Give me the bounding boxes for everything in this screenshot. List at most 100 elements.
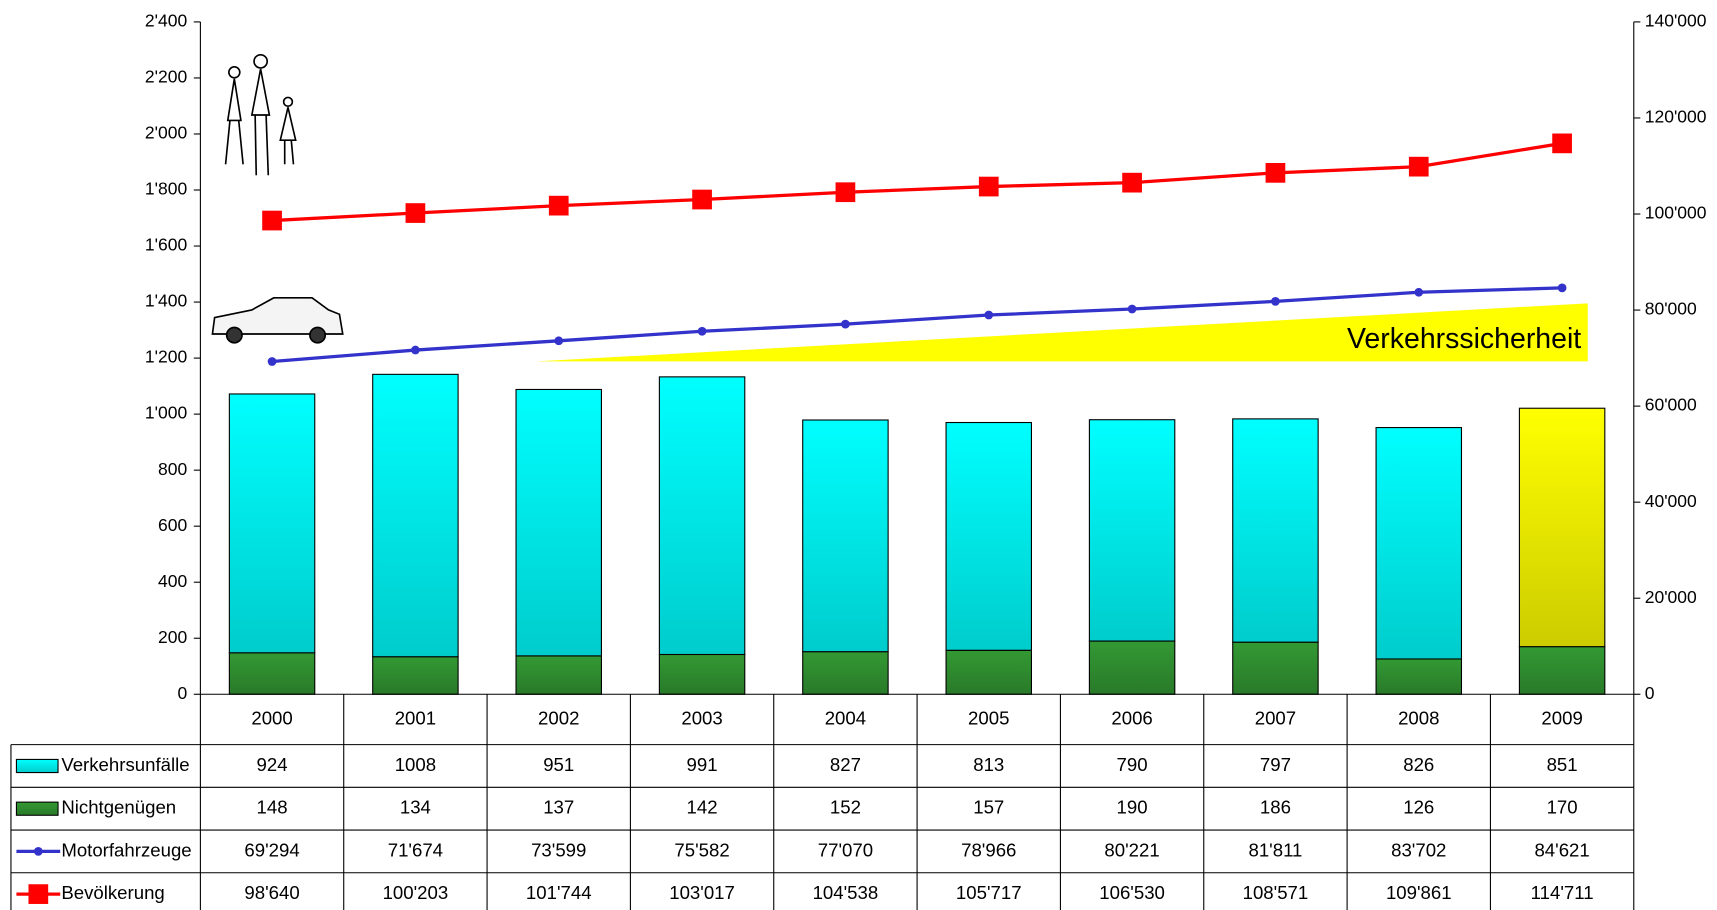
marker: [836, 182, 856, 202]
marker: [549, 196, 569, 216]
x-tick-label: 2008: [1398, 707, 1439, 728]
y-tick-label: 400: [158, 571, 187, 591]
table-value: 77'070: [818, 839, 873, 860]
marker: [984, 311, 993, 320]
y-tick-label: 800: [158, 459, 187, 479]
bar: [946, 423, 1031, 651]
table-value: 157: [973, 797, 1004, 818]
bar: [1376, 659, 1461, 694]
bar: [803, 652, 888, 695]
bar: [1519, 647, 1604, 695]
table-value: 190: [1117, 797, 1148, 818]
marker: [406, 203, 426, 223]
table-value: 134: [400, 797, 431, 818]
x-tick-label: 2005: [968, 707, 1009, 728]
table-value: 152: [830, 797, 861, 818]
table-value: 991: [687, 754, 718, 775]
page: {"chart_data": {"type": "bar", "categori…: [0, 0, 1717, 910]
table-value: 109'861: [1386, 882, 1452, 903]
bar: [229, 394, 314, 653]
y2-tick-label: 100'000: [1645, 203, 1707, 223]
table-value: 1008: [395, 754, 436, 775]
table-value: 104'538: [813, 882, 879, 903]
bar: [659, 654, 744, 694]
table-value: 100'203: [383, 882, 449, 903]
x-tick-label: 2009: [1541, 707, 1582, 728]
bar: [1519, 408, 1604, 646]
table-value: 75'582: [674, 839, 729, 860]
table-value: 108'571: [1243, 882, 1309, 903]
marker: [268, 357, 277, 366]
legend-swatch: [16, 759, 58, 772]
table-value: 84'621: [1534, 839, 1589, 860]
table-value: 797: [1260, 754, 1291, 775]
table-value: 827: [830, 754, 861, 775]
marker: [1409, 157, 1429, 177]
table-value: 69'294: [244, 839, 299, 860]
legend-label: Motorfahrzeuge: [61, 839, 191, 860]
y-tick-label: 1'800: [145, 179, 188, 199]
bar: [1376, 428, 1461, 659]
y2-tick-label: 140'000: [1645, 11, 1707, 31]
bar: [659, 377, 744, 655]
x-tick-label: 2000: [251, 707, 292, 728]
y2-tick-label: 80'000: [1645, 299, 1697, 319]
bar: [229, 653, 314, 694]
x-tick-label: 2007: [1255, 707, 1296, 728]
bar: [1233, 642, 1318, 694]
bar: [803, 420, 888, 652]
y-tick-label: 1'000: [145, 403, 188, 423]
table-value: 78'966: [961, 839, 1016, 860]
table-value: 81'811: [1248, 839, 1302, 860]
legend-swatch: [16, 802, 58, 815]
x-tick-label: 2002: [538, 707, 579, 728]
bar: [516, 389, 601, 655]
y-tick-label: 2'000: [145, 123, 188, 143]
table-value: 83'702: [1391, 839, 1446, 860]
y-tick-label: 200: [158, 627, 187, 647]
annotation: Verkehrssicherheit: [1347, 323, 1581, 355]
table-value: 148: [257, 797, 288, 818]
marker: [1122, 173, 1142, 193]
table-value: 186: [1260, 797, 1291, 818]
marker: [1266, 163, 1286, 183]
bar: [1233, 419, 1318, 642]
marker: [979, 177, 999, 197]
table-value: 103'017: [669, 882, 735, 903]
y2-tick-label: 120'000: [1645, 107, 1707, 127]
marker: [1128, 305, 1137, 314]
y-tick-label: 2'400: [145, 11, 188, 31]
legend-label: Verkehrsunfälle: [61, 754, 189, 775]
table-value: 851: [1547, 754, 1578, 775]
chart: Verkehrssicherheit 0 200 400 600 800 1'000 1'2…: [0, 0, 1717, 910]
bar: [946, 650, 1031, 694]
y2-tick-label: 60'000: [1645, 395, 1697, 415]
marker: [1414, 288, 1423, 297]
y-tick-label: 0: [177, 683, 187, 703]
marker: [692, 190, 712, 210]
table-value: 137: [543, 797, 574, 818]
legend-label: Bevölkerung: [61, 882, 164, 903]
y-tick-label: 1'200: [145, 347, 188, 367]
y-tick-label: 600: [158, 515, 187, 535]
y-tick-label: 1'600: [145, 235, 188, 255]
table-value: 71'674: [388, 839, 443, 860]
table-value: 951: [543, 754, 574, 775]
bar: [1089, 420, 1174, 641]
table-value: 98'640: [244, 882, 299, 903]
people-icon: [226, 55, 296, 175]
bar: [1089, 641, 1174, 694]
table-value: 101'744: [526, 882, 592, 903]
table-value: 106'530: [1099, 882, 1165, 903]
table-value: 73'599: [531, 839, 586, 860]
x-tick-label: 2004: [825, 707, 866, 728]
bar: [373, 657, 458, 695]
bar: [516, 656, 601, 694]
table-value: 170: [1547, 797, 1578, 818]
marker: [554, 336, 563, 345]
table-value: 114'711: [1531, 882, 1594, 903]
bar: [373, 374, 458, 656]
table-value: 80'221: [1104, 839, 1159, 860]
y-tick-label: 2'200: [145, 67, 188, 87]
x-tick-label: 2003: [681, 707, 722, 728]
